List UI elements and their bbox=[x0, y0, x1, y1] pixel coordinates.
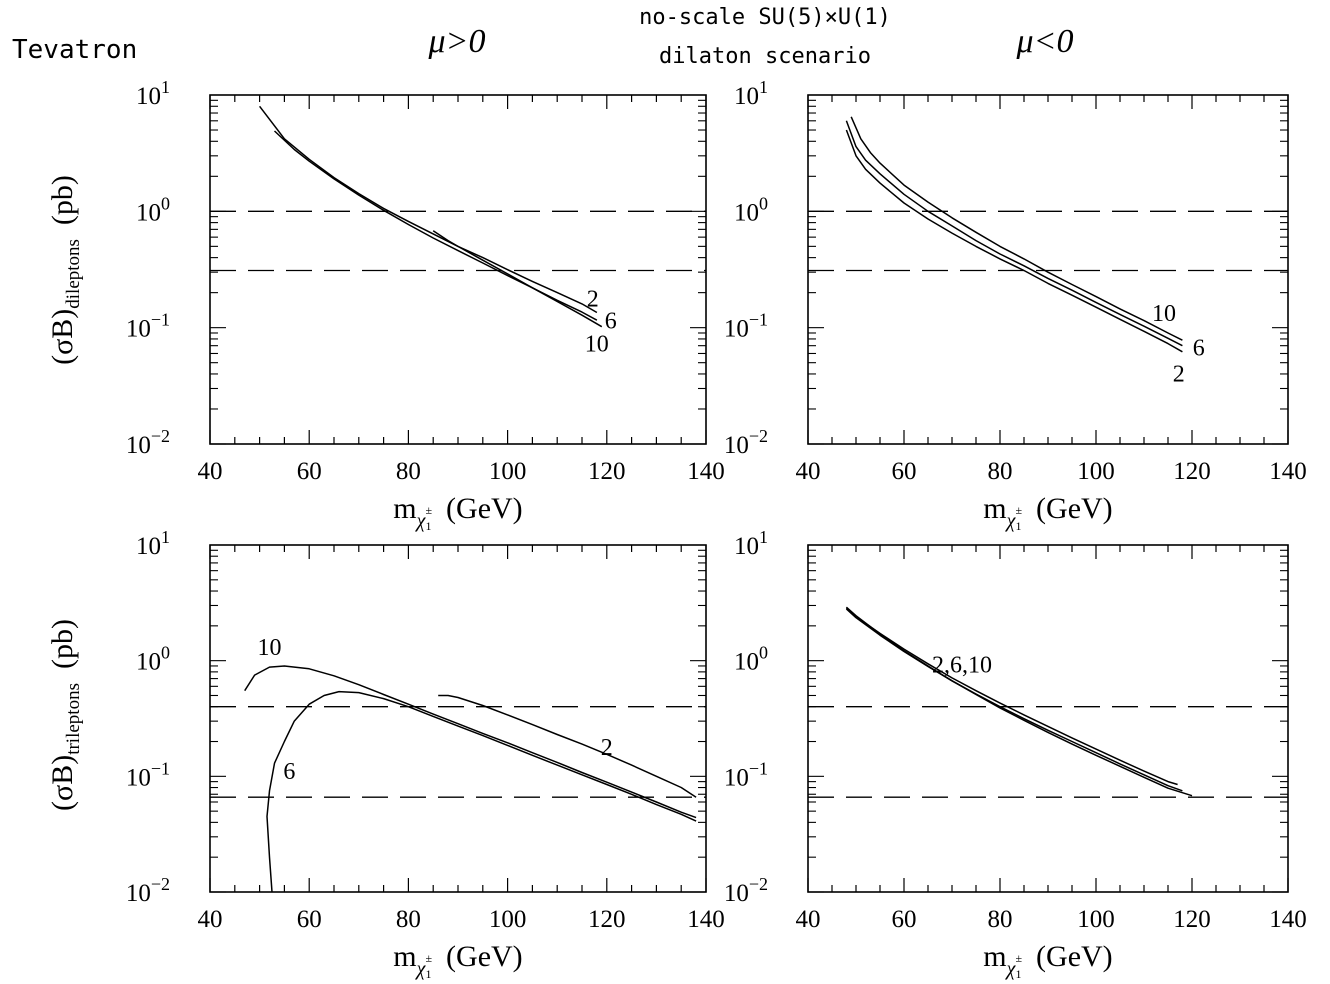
mu-positive-label: μ>0 bbox=[427, 23, 485, 60]
y-tick-label: 100 bbox=[136, 193, 170, 226]
series-line-2 bbox=[438, 694, 697, 798]
series-line-6 bbox=[273, 130, 598, 321]
curve-label: 10 bbox=[258, 635, 282, 661]
y-tick-label: 10−2 bbox=[724, 874, 768, 907]
y-tick-label: 10−1 bbox=[724, 758, 768, 791]
y-tick-label: 101 bbox=[734, 77, 768, 110]
panel-top-left: 40 60 80 100 120 140 101 100 10−1 10−2 mχ1± (GeV) 26… bbox=[126, 77, 725, 533]
x-tick-label: 140 bbox=[687, 458, 725, 485]
x-tick-label: 40 bbox=[796, 906, 821, 933]
x-tick-label: 40 bbox=[198, 458, 223, 485]
curve-label: 2,6,10 bbox=[932, 653, 992, 679]
x-tick-label: 100 bbox=[1077, 906, 1115, 933]
plot-frame bbox=[807, 544, 1289, 893]
mu-negative-label: μ<0 bbox=[1015, 23, 1073, 60]
scenario-title-line2: dilaton scenario bbox=[659, 44, 871, 69]
x-axis-title: mχ1± (GeV) bbox=[393, 492, 522, 533]
x-tick-label: 60 bbox=[892, 458, 917, 485]
x-tick-label: 60 bbox=[892, 906, 917, 933]
series-line-6 bbox=[845, 120, 1183, 347]
x-tick-label: 120 bbox=[1173, 458, 1211, 485]
y-tick-label: 101 bbox=[734, 527, 768, 560]
y-axis-title-top: (σB)dileptons(pb) bbox=[46, 175, 84, 365]
x-tick-label: 80 bbox=[988, 458, 1013, 485]
x-tick-label: 140 bbox=[687, 906, 725, 933]
x-tick-label: 60 bbox=[297, 458, 322, 485]
y-tick-label: 100 bbox=[136, 643, 170, 676]
x-tick-label: 120 bbox=[588, 906, 626, 933]
curve-label: 6 bbox=[605, 309, 617, 335]
x-tick-label: 40 bbox=[198, 906, 223, 933]
svg-text:(σB)trileptons(pb): (σB)trileptons(pb) bbox=[46, 619, 84, 811]
plot-frame bbox=[209, 544, 707, 893]
y-tick-label: 10−2 bbox=[126, 426, 170, 459]
series-line-6 bbox=[266, 690, 697, 893]
y-tick-label: 10−2 bbox=[724, 426, 768, 459]
curve-label: 10 bbox=[585, 332, 609, 358]
x-tick-label: 120 bbox=[588, 458, 626, 485]
x-axis-title: mχ1± (GeV) bbox=[393, 940, 522, 981]
tevatron-label: Tevatron bbox=[12, 35, 137, 65]
y-tick-label: 10−1 bbox=[724, 310, 768, 343]
x-tick-label: 40 bbox=[796, 458, 821, 485]
series-line-10 bbox=[432, 230, 603, 328]
series-line-10 bbox=[244, 665, 697, 819]
x-tick-label: 100 bbox=[489, 458, 527, 485]
x-tick-label: 80 bbox=[396, 906, 421, 933]
x-tick-label: 80 bbox=[396, 458, 421, 485]
y-axis-title-bottom: (σB)trileptons(pb) bbox=[46, 619, 84, 811]
y-tick-label: 100 bbox=[734, 643, 768, 676]
curve-label: 6 bbox=[1193, 336, 1205, 362]
y-tick-label: 100 bbox=[734, 193, 768, 226]
curve-label: 2 bbox=[587, 287, 599, 313]
series-line-2 bbox=[259, 105, 598, 314]
x-tick-label: 80 bbox=[988, 906, 1013, 933]
y-tick-label: 101 bbox=[136, 77, 170, 110]
plot-frame bbox=[807, 94, 1289, 445]
curve-label: 2 bbox=[1173, 361, 1185, 387]
x-tick-label: 60 bbox=[297, 906, 322, 933]
y-tick-label: 101 bbox=[136, 527, 170, 560]
plot-frame bbox=[209, 94, 707, 445]
x-tick-label: 100 bbox=[489, 906, 527, 933]
x-axis-title: mχ1± (GeV) bbox=[983, 492, 1112, 533]
curve-label: 2 bbox=[601, 735, 613, 761]
series-line-10 bbox=[850, 116, 1183, 341]
series-line-2 bbox=[845, 129, 1183, 353]
panel-bottom-right: 40 60 80 100 120 140 101 100 10−1 10−2 mχ1± (GeV) 2,… bbox=[724, 527, 1307, 981]
curve-label: 10 bbox=[1152, 301, 1176, 327]
x-tick-label: 100 bbox=[1077, 458, 1115, 485]
x-tick-label: 140 bbox=[1269, 458, 1307, 485]
y-tick-label: 10−2 bbox=[126, 874, 170, 907]
x-tick-label: 120 bbox=[1173, 906, 1211, 933]
series-line-10 bbox=[845, 607, 1178, 786]
y-tick-label: 10−1 bbox=[126, 310, 170, 343]
y-tick-label: 10−1 bbox=[126, 758, 170, 791]
x-axis-title: mχ1± (GeV) bbox=[983, 940, 1112, 981]
series-line-2 bbox=[845, 606, 1193, 797]
panel-top-right: 40 60 80 100 120 140 101 100 10−1 10−2 mχ1± (GeV) 10… bbox=[724, 77, 1307, 533]
x-tick-label: 140 bbox=[1269, 906, 1307, 933]
svg-text:(σB)dileptons(pb): (σB)dileptons(pb) bbox=[46, 175, 84, 365]
panel-bottom-left: 40 60 80 100 120 140 101 100 10−1 10−2 mχ1± (GeV) 10… bbox=[126, 527, 725, 981]
series-line-6 bbox=[845, 608, 1183, 792]
scenario-title-line1: no-scale SU(5)×U(1) bbox=[639, 5, 891, 30]
curve-label: 6 bbox=[283, 759, 295, 785]
